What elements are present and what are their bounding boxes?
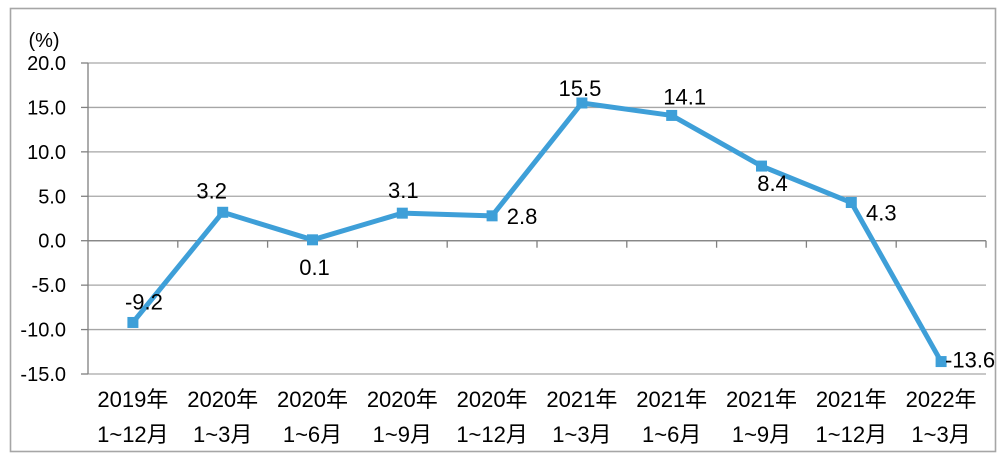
x-tick-label-months: 1~6月	[283, 422, 342, 447]
x-tick-label-year: 2020年	[457, 387, 528, 412]
y-tick-label: -15.0	[20, 364, 66, 386]
x-tick-label-months: 1~9月	[373, 422, 432, 447]
x-tick-label-year: 2021年	[726, 387, 797, 412]
plot-area: 20.0 15.0 10.0 5.0 0.0 -5.0 -10.0 -15.0 2019年 1~1…	[20, 53, 995, 447]
data-label: -9.2	[125, 289, 163, 314]
data-label: -13.6	[945, 348, 995, 373]
x-tick-label-months: 1~3月	[552, 422, 611, 447]
y-axis-unit-label: (%)	[28, 30, 59, 52]
x-tick-label-year: 2021年	[816, 387, 887, 412]
chart-border	[9, 7, 997, 453]
data-point-marker	[217, 206, 229, 218]
x-tick-label-year: 2019年	[97, 387, 168, 412]
data-point-marker	[307, 234, 318, 246]
x-tick-label-months: 1~3月	[193, 422, 252, 447]
data-point-marker	[756, 160, 767, 172]
y-tick-label: 0.0	[38, 231, 66, 253]
x-tick-label-months: 1~9月	[732, 422, 791, 447]
x-tick-label-months: 1~12月	[456, 422, 528, 447]
x-tick-label-year: 2021年	[636, 387, 707, 412]
x-tick-label-year: 2020年	[187, 387, 258, 412]
x-tick-label-months: 1~12月	[816, 422, 888, 447]
data-label: 2.8	[507, 204, 538, 229]
y-tick-label: 10.0	[27, 142, 66, 164]
data-label: 3.1	[388, 178, 419, 203]
data-point-marker	[845, 197, 857, 209]
data-label: 14.1	[663, 84, 706, 109]
data-point-marker	[486, 210, 498, 222]
y-tick-label: -5.0	[32, 275, 66, 297]
y-tick-label: 20.0	[27, 53, 66, 75]
data-point-marker	[935, 356, 947, 368]
x-tick-label-year: 2021年	[546, 387, 617, 412]
data-label: 8.4	[757, 171, 788, 196]
data-label: 4.3	[866, 201, 897, 226]
x-tick-label-year: 2020年	[367, 387, 438, 412]
x-tick-label-months: 1~3月	[911, 422, 970, 447]
data-label: 15.5	[558, 76, 601, 101]
data-point-marker	[576, 97, 588, 109]
y-tick-label: -10.0	[20, 320, 66, 342]
x-tick-label-months: 1~12月	[97, 422, 169, 447]
data-label: 0.1	[299, 255, 330, 280]
data-point-marker	[127, 316, 139, 328]
series-line	[130, 100, 944, 365]
y-tick-label: 15.0	[27, 97, 66, 119]
x-tick-label-year: 2020年	[277, 387, 348, 412]
x-tick-label-months: 1~6月	[642, 422, 701, 447]
data-label: 3.2	[196, 178, 227, 203]
data-point-marker	[666, 109, 678, 121]
y-tick-label: 5.0	[38, 186, 66, 208]
x-tick-label-year: 2022年	[906, 387, 977, 412]
data-point-marker	[396, 207, 408, 219]
